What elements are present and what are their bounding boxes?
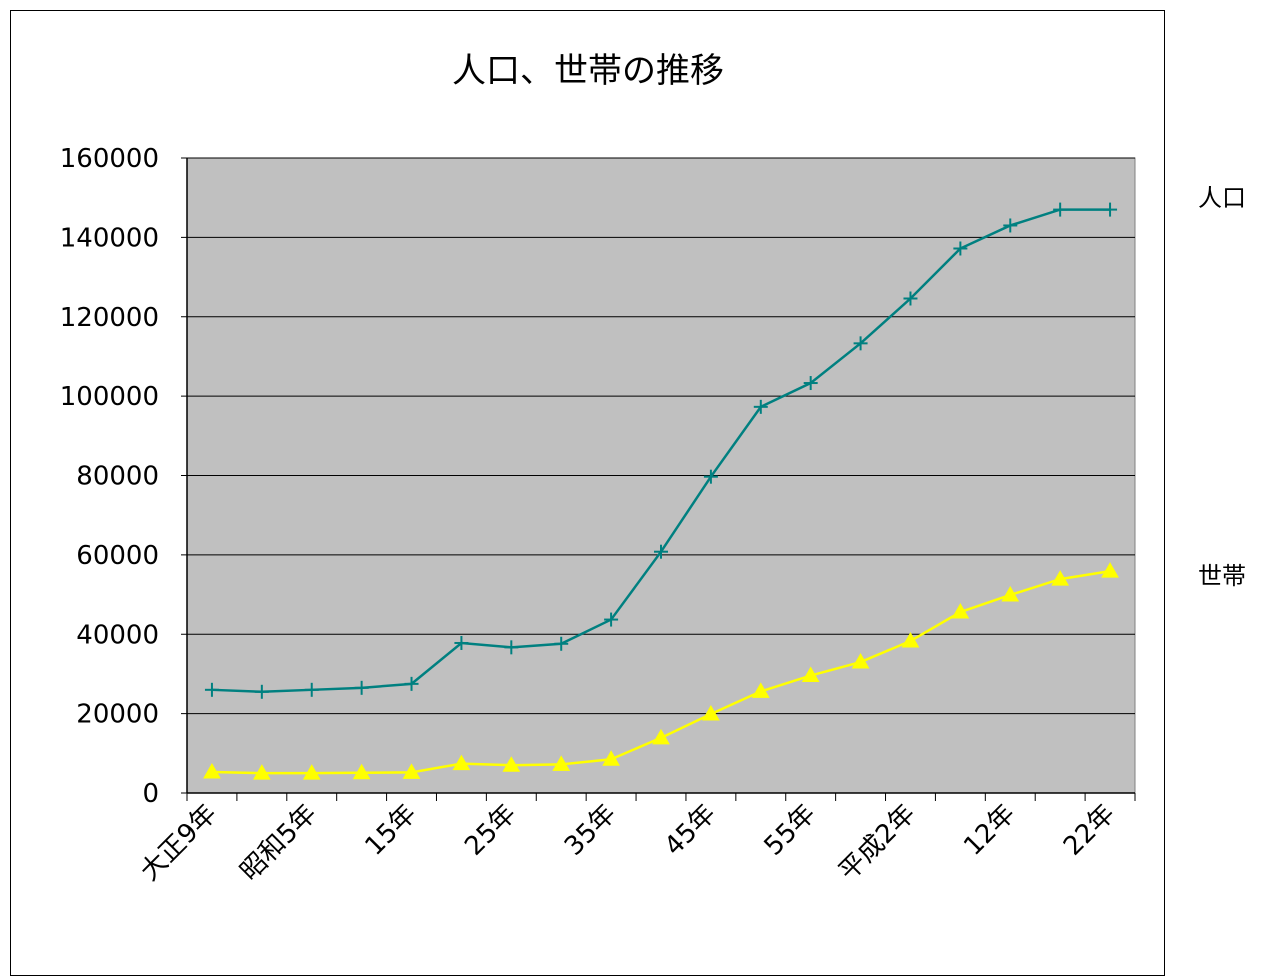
x-tick-label: 昭和5年 bbox=[235, 799, 323, 887]
data-point bbox=[352, 763, 371, 780]
data-point bbox=[204, 682, 219, 697]
data-point bbox=[302, 764, 321, 780]
data-point bbox=[751, 682, 770, 698]
data-point bbox=[552, 755, 571, 771]
x-tick-label: 35年 bbox=[559, 799, 622, 862]
data-point bbox=[254, 684, 269, 699]
data-point bbox=[203, 762, 221, 779]
data-point bbox=[602, 750, 620, 766]
data-point bbox=[402, 763, 421, 779]
legend-entry: 世帯 bbox=[1198, 562, 1246, 590]
x-tick-label: 15年 bbox=[359, 799, 422, 862]
data-point bbox=[452, 754, 471, 771]
data-point bbox=[703, 469, 718, 484]
data-point bbox=[604, 612, 619, 627]
y-tick-label: 40000 bbox=[76, 620, 159, 650]
data-point bbox=[901, 631, 920, 648]
data-point bbox=[654, 544, 668, 559]
series bbox=[203, 202, 1119, 780]
y-tick-label: 20000 bbox=[76, 700, 159, 730]
y-tick-label: 60000 bbox=[76, 541, 159, 571]
data-point bbox=[753, 399, 768, 414]
data-point bbox=[851, 653, 870, 669]
data-point bbox=[1101, 562, 1119, 578]
y-tick-label: 140000 bbox=[60, 223, 159, 253]
data-point bbox=[554, 636, 569, 651]
x-tick-label: 55年 bbox=[759, 799, 822, 862]
data-point bbox=[801, 666, 820, 683]
x-axis-ticks: 大正9年 昭和5年 15年 25年 35年 45年 55年 平成2年 12年 22年 bbox=[135, 793, 1136, 887]
data-point bbox=[903, 291, 918, 306]
data-point bbox=[953, 241, 968, 256]
x-tick-label: 45年 bbox=[659, 799, 722, 862]
x-tick-label: 平成2年 bbox=[833, 799, 921, 887]
legend-entry: 人口 bbox=[1198, 184, 1246, 212]
data-point bbox=[702, 705, 720, 721]
x-tick-label: 22年 bbox=[1058, 799, 1121, 862]
y-tick-label: 80000 bbox=[76, 462, 159, 492]
y-axis-ticks: 0 20000 40000 60000 80000 100000 120000 140000 1… bbox=[60, 144, 187, 809]
data-point bbox=[652, 728, 670, 745]
data-point bbox=[1053, 202, 1068, 217]
data-point bbox=[354, 680, 369, 695]
data-point bbox=[1003, 218, 1018, 233]
series-population bbox=[204, 202, 1118, 699]
x-tick-label: 25年 bbox=[459, 799, 522, 862]
data-point bbox=[304, 682, 319, 697]
data-point bbox=[1103, 202, 1118, 217]
data-point bbox=[502, 756, 521, 772]
data-point bbox=[454, 635, 469, 650]
data-point bbox=[803, 376, 818, 391]
y-tick-label: 0 bbox=[142, 779, 159, 809]
x-tick-label: 大正9年 bbox=[135, 799, 223, 887]
x-tick-label: 12年 bbox=[958, 799, 1021, 862]
series-households bbox=[203, 562, 1119, 780]
y-tick-label: 120000 bbox=[60, 303, 159, 333]
data-point bbox=[853, 336, 868, 351]
data-point bbox=[951, 603, 970, 619]
chart-title: 人口、世帯の推移 bbox=[452, 51, 724, 91]
y-tick-label: 160000 bbox=[60, 144, 159, 174]
data-point bbox=[404, 676, 419, 691]
data-point bbox=[1001, 585, 1020, 602]
data-point bbox=[252, 764, 271, 780]
y-tick-label: 100000 bbox=[60, 382, 159, 412]
data-point bbox=[1051, 570, 1070, 586]
data-point bbox=[504, 640, 519, 655]
